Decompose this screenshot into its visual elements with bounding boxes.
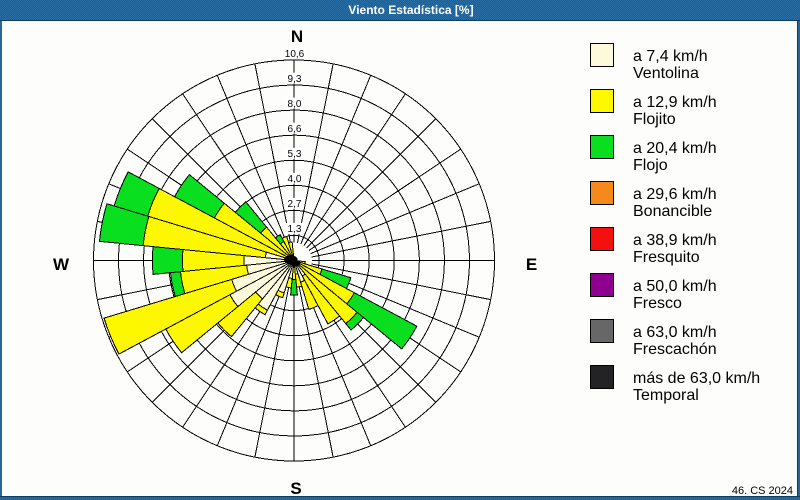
svg-text:E: E <box>526 255 537 274</box>
svg-text:4,0: 4,0 <box>288 174 302 185</box>
svg-text:5,3: 5,3 <box>288 149 302 160</box>
svg-text:N: N <box>291 27 303 46</box>
svg-text:10,6: 10,6 <box>285 49 305 60</box>
svg-text:6,6: 6,6 <box>288 124 302 135</box>
svg-text:1,3: 1,3 <box>288 224 302 235</box>
svg-text:8,0: 8,0 <box>288 99 302 110</box>
svg-text:2,7: 2,7 <box>288 199 302 210</box>
svg-text:S: S <box>290 479 301 498</box>
svg-text:W: W <box>53 255 70 274</box>
svg-text:9,3: 9,3 <box>288 74 302 85</box>
